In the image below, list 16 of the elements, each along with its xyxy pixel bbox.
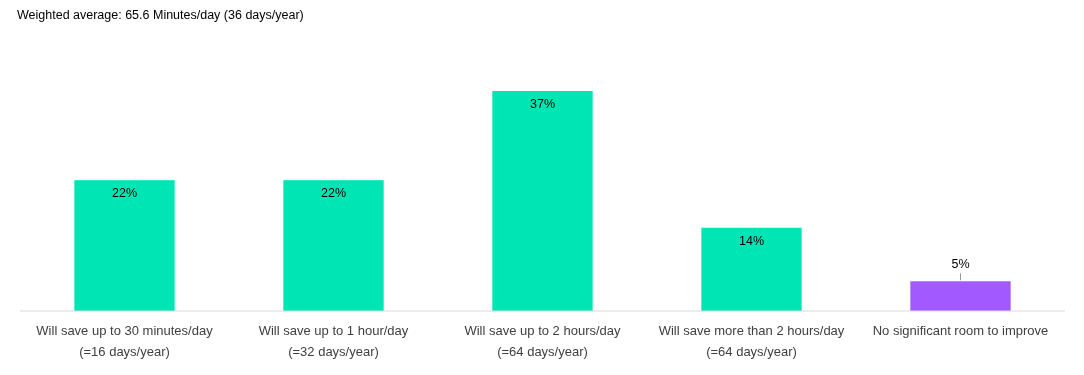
data-label: 22% [111, 186, 138, 201]
bar [910, 281, 1011, 311]
data-label: 37% [529, 97, 556, 111]
x-tick-label: Will save up to 30 minutes/day (=16 days/year) [36, 323, 214, 359]
chart-title: Weighted average: 65.6 Minutes/day (36 days/year) [17, 8, 304, 22]
bar [701, 227, 802, 311]
data-label: 5% [951, 257, 970, 272]
x-tick-label: Will save more than 2 hours/day (=64 days/year) [658, 323, 845, 359]
bar [74, 180, 175, 311]
bar [283, 180, 384, 311]
x-tick-label: Will save up to 1 hour/day (=32 days/year) [258, 323, 409, 359]
x-tick-label: Will save up to 2 hours/day (=64 days/year) [464, 323, 622, 359]
data-label: 22% [320, 186, 347, 201]
data-label: 14% [738, 233, 765, 248]
bar [492, 91, 593, 311]
x-tick-label: No significant room to improve [872, 323, 1049, 338]
